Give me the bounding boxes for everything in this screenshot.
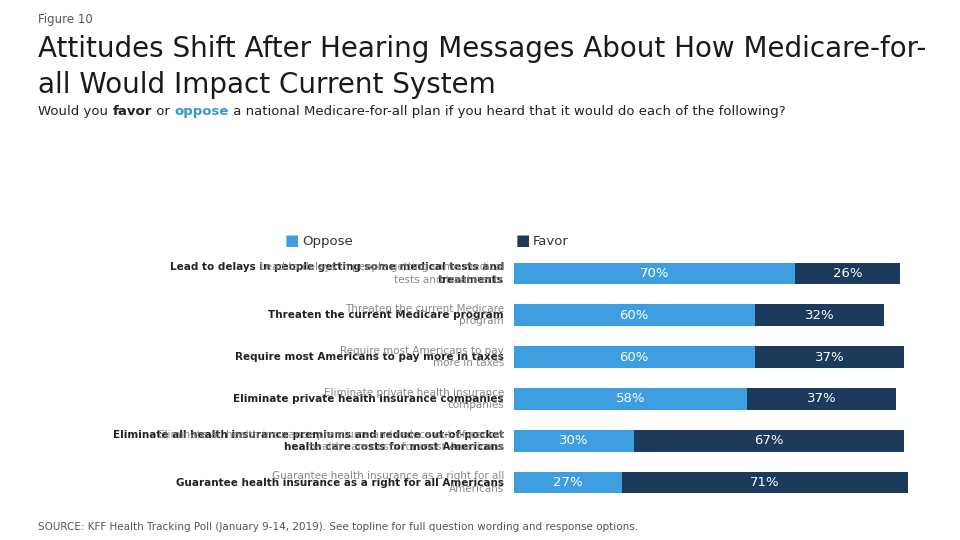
Text: 71%: 71%	[750, 476, 780, 489]
Text: Require most Americans to pay
more in taxes: Require most Americans to pay more in ta…	[340, 346, 504, 368]
Text: Threaten the current Medicare program: Threaten the current Medicare program	[269, 310, 504, 320]
Text: Guarantee health insurance as a right for all Americans: Guarantee health insurance as a right fo…	[176, 477, 504, 488]
Bar	[514, 262, 795, 285]
Bar	[514, 305, 755, 326]
Bar	[755, 346, 903, 368]
Text: oppose: oppose	[174, 105, 228, 118]
Text: 30%: 30%	[559, 434, 588, 447]
Text: favor: favor	[112, 105, 152, 118]
Text: Lead to delays in people getting some medical
tests and treatments: Lead to delays in people getting some me…	[259, 262, 504, 285]
Text: 67%: 67%	[755, 434, 783, 447]
Text: 60%: 60%	[619, 350, 649, 363]
Text: ■: ■	[516, 233, 530, 248]
Text: 70%: 70%	[639, 267, 669, 280]
Text: 37%: 37%	[806, 393, 836, 406]
Bar	[795, 262, 900, 285]
Text: all Would Impact Current System: all Would Impact Current System	[38, 71, 496, 99]
Text: Figure 10: Figure 10	[38, 14, 93, 26]
Text: 60%: 60%	[619, 309, 649, 322]
Text: Require most Americans to pay more in taxes: Require most Americans to pay more in ta…	[235, 352, 504, 362]
Text: Eliminate all health insurance premiums and reduce out-of-pocket
health care cos: Eliminate all health insurance premiums …	[112, 429, 504, 452]
Bar	[514, 388, 747, 410]
Text: Eliminate private health insurance
companies: Eliminate private health insurance compa…	[324, 388, 504, 410]
Text: 27%: 27%	[553, 476, 583, 489]
Text: Attitudes Shift After Hearing Messages About How Medicare-for-: Attitudes Shift After Hearing Messages A…	[38, 35, 926, 63]
Text: Oppose: Oppose	[302, 235, 353, 248]
Text: or: or	[152, 105, 174, 118]
Bar	[622, 471, 908, 494]
Bar	[514, 346, 755, 368]
Text: ■: ■	[285, 233, 300, 248]
Text: Lead to delays in people getting some medical tests and
treatments: Lead to delays in people getting some me…	[170, 262, 504, 285]
Bar	[514, 430, 635, 451]
Text: SOURCE: KFF Health Tracking Poll (January 9-14, 2019). See topline for full ques: SOURCE: KFF Health Tracking Poll (Januar…	[38, 522, 638, 532]
Text: a national Medicare-for-all plan if you heard that it would do each of the follo: a national Medicare-for-all plan if you …	[228, 105, 785, 118]
Bar	[635, 430, 903, 451]
Bar	[747, 388, 896, 410]
Text: Eliminate private health insurance companies: Eliminate private health insurance compa…	[233, 394, 504, 404]
Text: Favor: Favor	[533, 235, 568, 248]
Text: 37%: 37%	[815, 350, 844, 363]
Text: 58%: 58%	[615, 393, 645, 406]
Text: 32%: 32%	[804, 309, 834, 322]
Text: Would you: Would you	[38, 105, 112, 118]
Text: Eliminate all health insurance premiums and reduce out-of-pocket
health care cos: Eliminate all health insurance premiums …	[158, 429, 504, 452]
Text: 26%: 26%	[832, 267, 862, 280]
Text: Guarantee health insurance as a right for all
Americans: Guarantee health insurance as a right fo…	[272, 471, 504, 494]
Bar	[755, 305, 884, 326]
Text: Threaten the current Medicare
program: Threaten the current Medicare program	[345, 304, 504, 327]
Bar	[514, 471, 622, 494]
